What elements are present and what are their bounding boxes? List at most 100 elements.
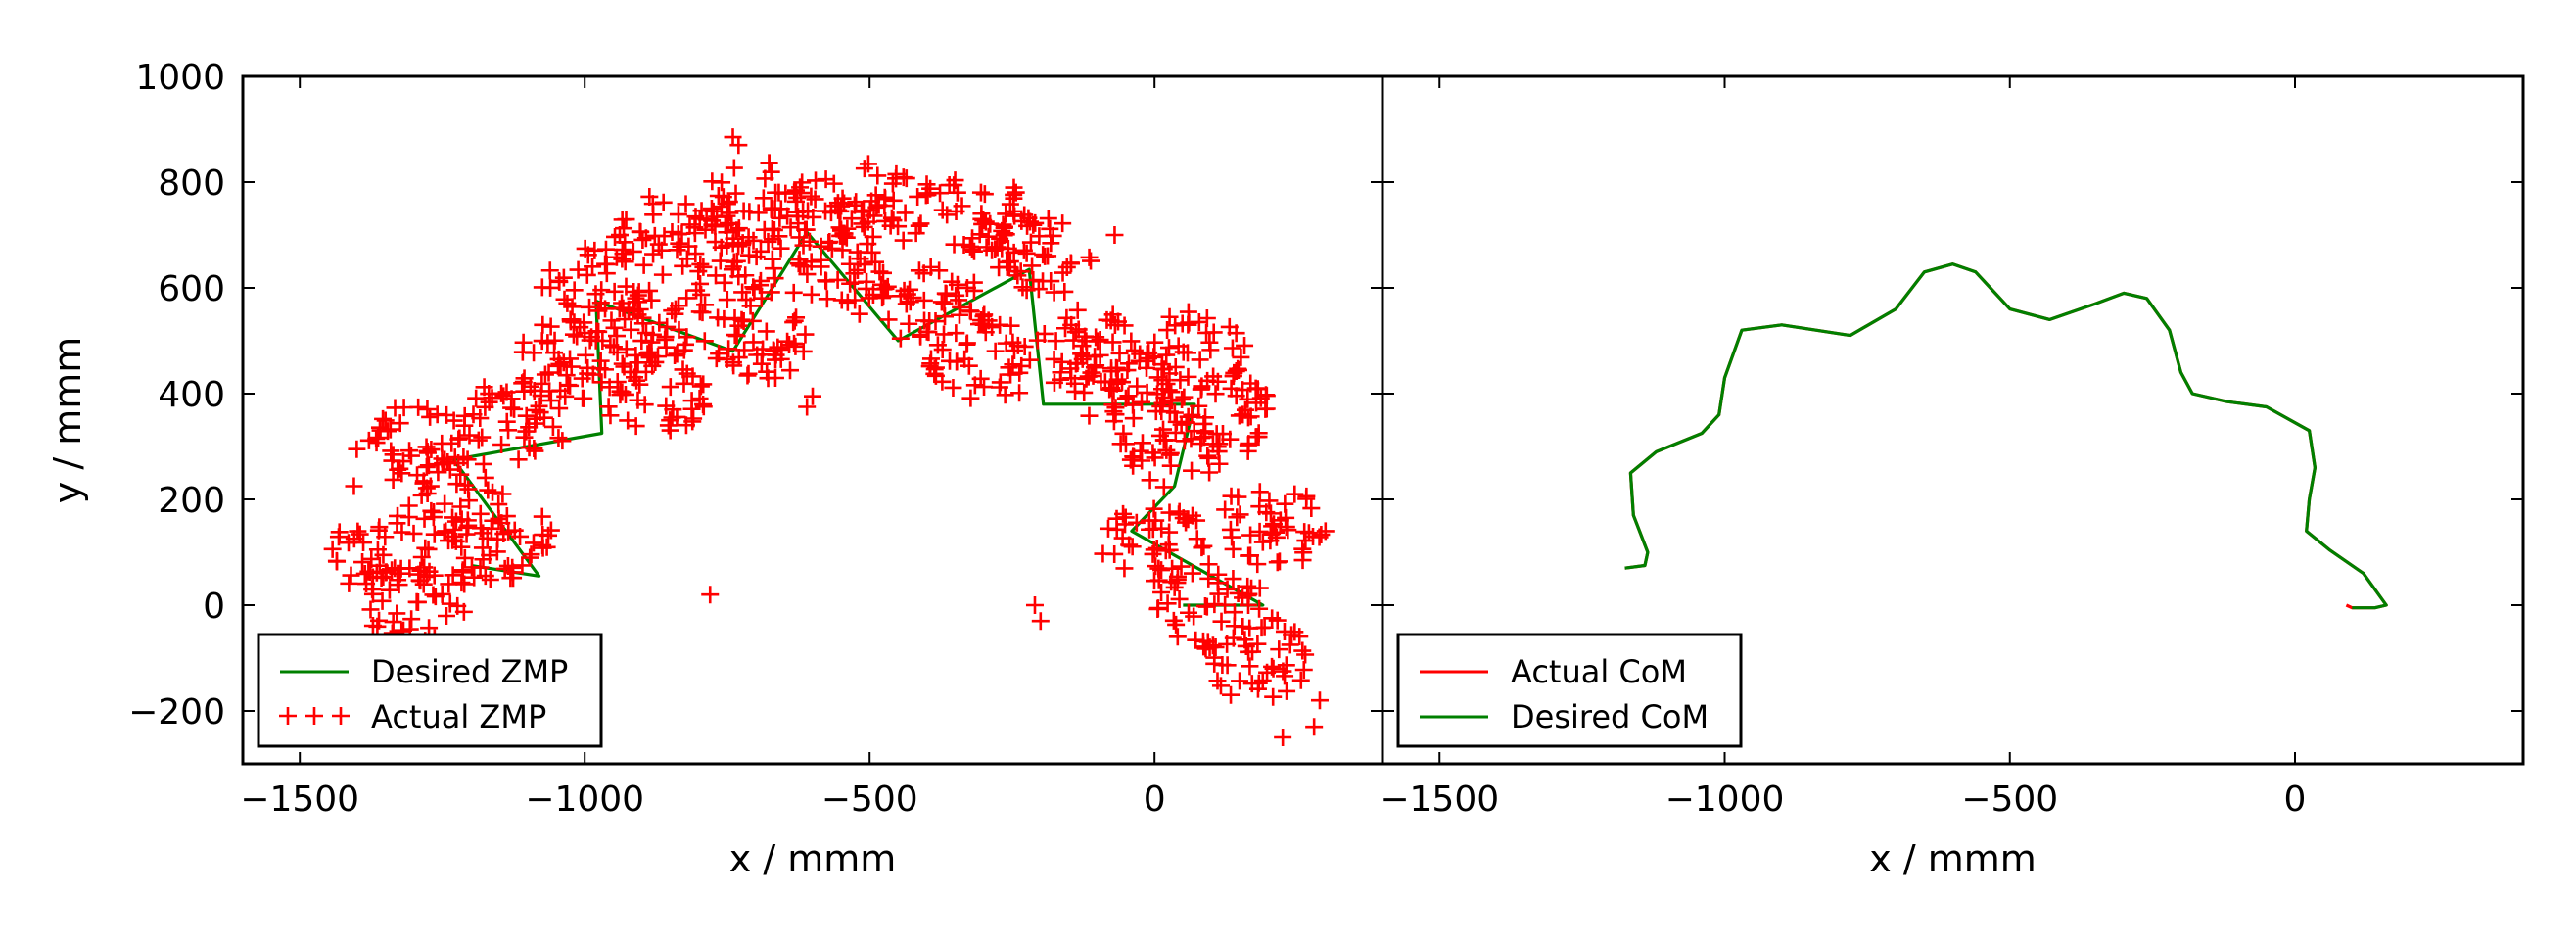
scatter-point xyxy=(1107,509,1126,528)
scatter-point xyxy=(636,362,655,381)
scatter-point xyxy=(866,253,885,271)
scatter-point xyxy=(514,333,533,352)
scatter-point xyxy=(539,526,558,544)
scatter-point xyxy=(414,474,433,493)
scatter-point xyxy=(374,545,393,564)
x-tick-label: −1000 xyxy=(525,779,644,820)
scatter-point xyxy=(868,166,887,185)
scatter-point xyxy=(971,369,990,388)
scatter-point xyxy=(584,365,602,384)
scatter-point xyxy=(1194,428,1213,446)
scatter-point xyxy=(653,265,672,284)
scatter-point xyxy=(474,454,492,473)
scatter-point xyxy=(1154,478,1173,496)
scatter-point xyxy=(625,283,643,302)
scatter-point xyxy=(1242,579,1261,597)
scatter-point xyxy=(724,258,742,276)
legend-actual-zmp-swatch xyxy=(279,707,350,725)
scatter-point xyxy=(451,465,470,484)
scatter-point xyxy=(591,352,610,370)
scatter-point xyxy=(455,548,474,567)
scatter-point xyxy=(633,314,652,333)
scatter-point xyxy=(757,322,775,341)
scatter-point xyxy=(1316,522,1335,540)
scatter-point xyxy=(677,195,695,213)
legend-actual-com-label: Actual CoM xyxy=(1511,653,1687,690)
scatter-point xyxy=(935,294,954,312)
scatter-point xyxy=(1152,355,1171,374)
scatter-point xyxy=(759,232,777,251)
scatter-point xyxy=(1084,366,1102,385)
scatter-point xyxy=(729,267,748,286)
scatter-point xyxy=(910,261,928,280)
scatter-point xyxy=(907,224,925,243)
scatter-point xyxy=(613,383,632,401)
scatter-point xyxy=(1240,642,1258,661)
scatter-point xyxy=(1224,366,1242,385)
scatter-point xyxy=(668,407,686,426)
scatter-point xyxy=(1082,252,1101,270)
zmp-x-axis-label: x / mmm xyxy=(729,837,897,880)
scatter-point xyxy=(1133,434,1151,452)
scatter-point xyxy=(1250,522,1269,540)
scatter-point xyxy=(1200,333,1219,352)
scatter-point xyxy=(367,434,386,452)
scatter-point xyxy=(1062,255,1080,273)
scatter-point xyxy=(694,375,713,394)
scatter-point xyxy=(727,221,746,240)
scatter-point xyxy=(948,183,966,202)
scatter-point xyxy=(1041,219,1059,238)
scatter-point xyxy=(1191,351,1209,369)
scatter-point xyxy=(1241,526,1260,544)
scatter-point xyxy=(1179,510,1197,529)
scatter-point xyxy=(826,197,845,215)
scatter-point xyxy=(824,174,843,193)
scatter-point xyxy=(974,212,993,230)
scatter-point xyxy=(802,285,820,304)
scatter-point xyxy=(686,245,705,263)
scatter-point xyxy=(891,329,910,348)
scatter-point xyxy=(581,298,599,316)
scatter-point xyxy=(1065,374,1084,393)
scatter-point xyxy=(1297,490,1316,508)
scatter-point xyxy=(1064,331,1083,350)
scatter-point xyxy=(1010,384,1029,402)
scatter-point xyxy=(921,258,940,276)
scatter-point xyxy=(1253,672,1272,690)
scatter-point xyxy=(1111,435,1130,453)
scatter-point xyxy=(1253,533,1272,551)
scatter-point xyxy=(725,159,743,177)
scatter-point xyxy=(383,451,401,470)
scatter-point xyxy=(765,342,783,360)
scatter-point xyxy=(1180,603,1198,622)
scatter-point xyxy=(976,323,995,342)
scatter-point xyxy=(1013,278,1032,297)
scatter-point xyxy=(1221,430,1240,448)
scatter-point xyxy=(798,265,817,284)
scatter-point xyxy=(629,353,647,372)
scatter-point xyxy=(766,369,784,388)
scatter-point xyxy=(1239,390,1257,408)
scatter-point xyxy=(1114,424,1133,443)
scatter-point xyxy=(910,216,928,235)
scatter-point xyxy=(549,271,568,290)
scatter-point xyxy=(481,570,499,588)
scatter-point xyxy=(887,164,906,183)
scatter-point xyxy=(1223,528,1241,546)
scatter-point xyxy=(534,315,552,334)
scatter-point xyxy=(474,550,492,569)
scatter-point xyxy=(832,291,851,309)
scatter-point xyxy=(695,332,714,351)
scatter-point xyxy=(1304,527,1323,545)
scatter-point xyxy=(446,512,465,531)
scatter-point xyxy=(615,219,633,238)
scatter-point xyxy=(884,212,903,230)
scatter-point xyxy=(785,311,804,330)
com-plot-data xyxy=(1624,262,2388,610)
scatter-point xyxy=(1310,691,1329,710)
scatter-point xyxy=(858,272,876,291)
scatter-point xyxy=(1025,596,1044,614)
scatter-point xyxy=(754,340,773,358)
scatter-point xyxy=(1279,521,1297,540)
scatter-point xyxy=(550,400,569,418)
